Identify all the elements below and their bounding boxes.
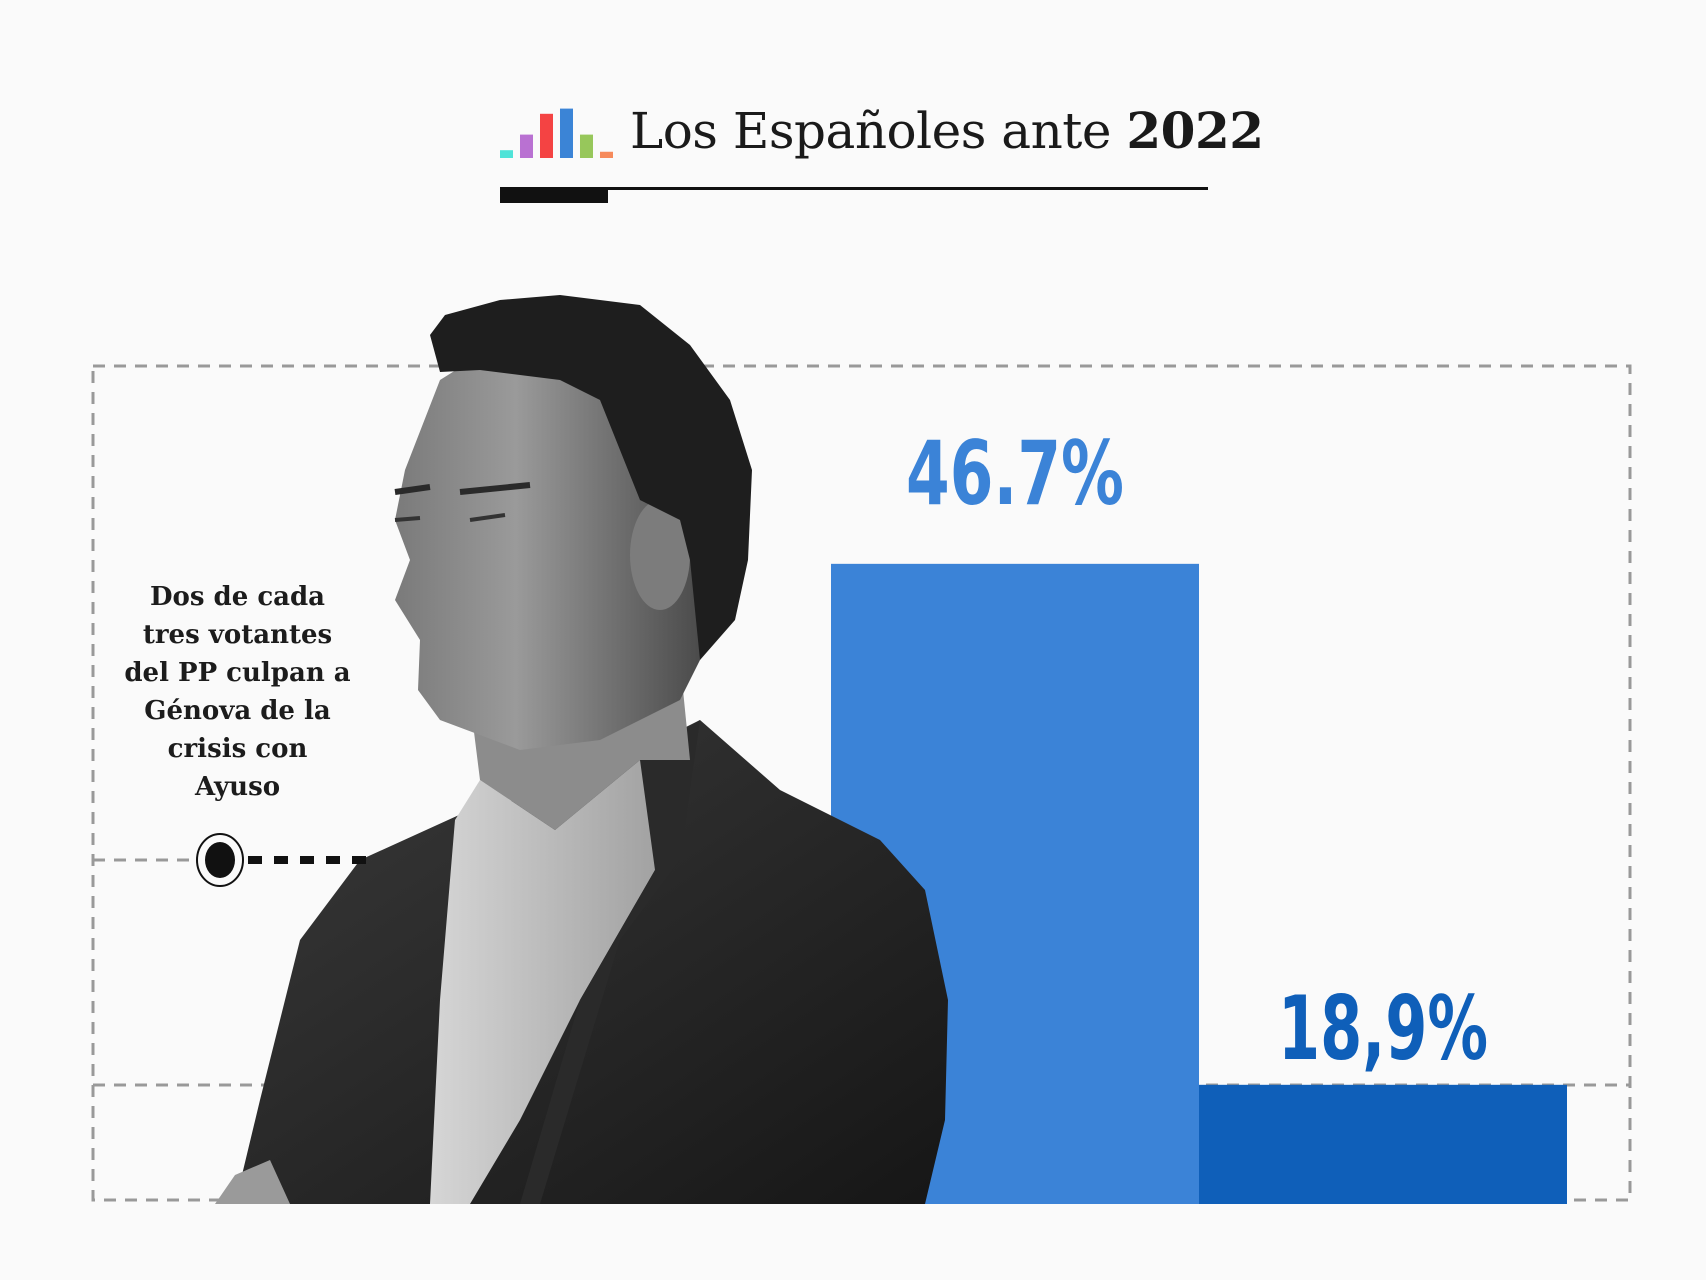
lapel [520, 720, 700, 1204]
title-underline-accent [500, 187, 608, 203]
caption-line: tres votantes [142, 620, 333, 650]
page-title: Los Españoles ante 2022 [630, 101, 1264, 160]
logo-bar [500, 150, 513, 158]
header: Los Españoles ante 2022 [498, 95, 1264, 210]
annotation-marker [196, 833, 368, 887]
bar-chart-logo-icon [500, 108, 613, 158]
ear [630, 500, 690, 610]
shirt [430, 760, 690, 1204]
caption-line: Dos de cada [149, 582, 326, 612]
caption-line: Génova de la [144, 696, 331, 726]
logo-bar [580, 134, 593, 158]
logo-bar [600, 151, 613, 158]
logo-bar [540, 113, 553, 158]
brow [394, 482, 531, 495]
bar-label-1: 18,9% [1278, 977, 1488, 1080]
target-dot-icon [205, 842, 235, 878]
portrait-photo [215, 295, 948, 1204]
title-underline [500, 187, 1208, 190]
title-regular: Los Españoles ante [630, 102, 1127, 160]
eyes [394, 513, 506, 522]
hand [215, 1160, 290, 1204]
logo-bar [560, 108, 573, 158]
hair [430, 295, 752, 660]
bar-1 [1199, 1084, 1567, 1204]
annotation-caption: Dos de cada tres votantes del PP culpan a G… [120, 578, 355, 806]
caption-line: del PP culpan a [124, 658, 351, 688]
bar-labels: 46.7% 18,9% [906, 422, 1488, 1080]
title-year: 2022 [1126, 101, 1264, 160]
logo-bar [520, 134, 533, 158]
caption-line: crisis con [167, 734, 308, 764]
caption-line: Ayuso [194, 772, 281, 802]
bar-label-0: 46.7% [906, 422, 1124, 525]
